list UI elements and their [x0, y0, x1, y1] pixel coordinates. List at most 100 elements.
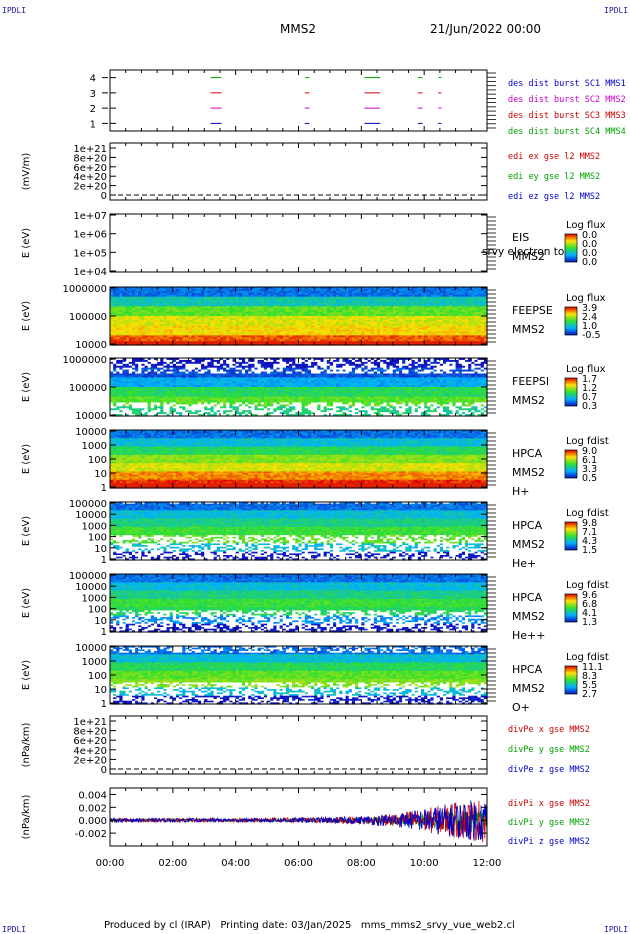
panel-frame-2 — [110, 214, 487, 272]
x-tick-label: 10:00 — [410, 858, 439, 869]
y-axis-label: (nPa/km) — [21, 723, 32, 768]
y-tick-label: 10000 — [75, 340, 107, 351]
panel-frame-9 — [110, 716, 487, 774]
panel-frame-0 — [110, 70, 487, 131]
y-tick-label: 10000 — [75, 643, 107, 654]
y-tick-label: 1 — [101, 483, 107, 494]
panel-label: MMS2 — [512, 682, 545, 695]
y-tick-label: 100000 — [69, 571, 107, 582]
colorbar-tick-label: -0.5 — [582, 330, 601, 341]
legend-entry: edi ey gse l2 MMS2 — [508, 172, 600, 182]
y-tick-label: 10 — [94, 616, 107, 627]
colorbar-tick-label: 0.3 — [582, 401, 597, 412]
y-axis-label: E (eV) — [21, 444, 32, 474]
panel-label: O+ — [512, 701, 530, 714]
panel-label: MMS2 — [512, 466, 545, 479]
legend-entry: divPi x gse MMS2 — [508, 799, 590, 809]
colorbar-tick-label: 0.0 — [582, 257, 597, 268]
colorbar — [565, 234, 577, 262]
y-axis-label: E (eV) — [21, 660, 32, 690]
panel-label: He+ — [512, 557, 536, 570]
panel-frame-1 — [110, 143, 487, 200]
y-tick-label: 1000 — [82, 657, 107, 668]
y-tick-label: -0.002 — [75, 829, 107, 840]
spectrogram-hpca-hepp — [110, 574, 488, 633]
y-axis-label: (mV/m) — [21, 153, 32, 191]
y-tick-label: 1000 — [82, 441, 107, 452]
y-tick-label: 100 — [88, 671, 107, 682]
legend-entry: divPe y gse MMS2 — [508, 745, 590, 755]
y-tick-label: 1e+06 — [73, 230, 107, 241]
y-tick-label: 0.004 — [78, 790, 107, 801]
colorbar — [565, 594, 577, 622]
colorbar-tick-label: 1.5 — [582, 545, 597, 556]
y-tick-label: 1000 — [82, 521, 107, 532]
legend-entry: des dist burst SC1 MMS1 — [508, 79, 626, 89]
y-tick-label: 100 — [88, 605, 107, 616]
y-tick-label: 10000 — [75, 582, 107, 593]
legend-entry: edi ex gse l2 MMS2 — [508, 152, 600, 162]
y-tick-label: 10000 — [75, 427, 107, 438]
legend-entry: divPe x gse MMS2 — [508, 725, 590, 735]
panel-label: FEEPSE — [512, 304, 553, 317]
panel-label: HPCA — [512, 519, 543, 532]
y-axis-label: E (eV) — [21, 372, 32, 402]
y-tick-label: 1000 — [82, 593, 107, 604]
panel-label: He++ — [512, 629, 545, 642]
spectrogram-feepsi — [110, 358, 488, 417]
spectrogram-hpca-he — [110, 502, 488, 561]
x-tick-label: 12:00 — [473, 858, 502, 869]
colorbar-tick-label: 1.3 — [582, 617, 597, 628]
y-axis-label: E (eV) — [21, 228, 32, 258]
colorbar — [565, 522, 577, 550]
spectrogram-feepse — [110, 287, 488, 346]
panel-label: MMS2 — [512, 394, 545, 407]
colorbar — [565, 666, 577, 694]
panel-label: MMS2 — [512, 610, 545, 623]
y-tick-label: 3 — [90, 89, 96, 100]
y-tick-label: 1000000 — [62, 355, 107, 366]
y-tick-label: 100 — [88, 533, 107, 544]
y-axis-label: E (eV) — [21, 301, 32, 331]
y-tick-label: 1000000 — [62, 284, 107, 295]
y-tick-label: 10 — [94, 469, 107, 480]
legend-entry: divPi y gse MMS2 — [508, 818, 590, 828]
panel-label: H+ — [512, 485, 530, 498]
y-tick-label: 100 — [88, 455, 107, 466]
y-tick-label: 1 — [101, 699, 107, 710]
spectrogram-hpca-h — [110, 430, 488, 489]
legend-entry: edi ez gse l2 MMS2 — [508, 192, 600, 202]
y-tick-label: 100000 — [69, 499, 107, 510]
legend-entry: divPi z gse MMS2 — [508, 837, 590, 847]
y-tick-label: 0.002 — [78, 803, 107, 814]
spectrogram-hpca-o — [110, 646, 488, 705]
y-axis-label: E (eV) — [21, 516, 32, 546]
panel-label: MMS2 — [512, 538, 545, 551]
y-tick-label: 1e+07 — [73, 211, 107, 222]
colorbar-tick-label: 2.7 — [582, 689, 597, 700]
x-tick-label: 00:00 — [96, 858, 125, 869]
panel-label: MMS2 — [512, 323, 545, 336]
y-tick-label: 1 — [101, 627, 107, 638]
panel-label: FEEPSI — [512, 375, 549, 388]
panel-label: HPCA — [512, 447, 543, 460]
y-tick-label: 2 — [90, 104, 96, 115]
y-axis-label: E (eV) — [21, 588, 32, 618]
legend-entry: divPe z gse MMS2 — [508, 765, 590, 775]
x-tick-label: 06:00 — [284, 858, 313, 869]
y-tick-label: 0 — [101, 191, 107, 202]
legend-entry: des dist burst SC4 MMS4 — [508, 127, 626, 137]
legend-entry: des dist burst SC3 MMS3 — [508, 111, 626, 121]
y-tick-label: 10 — [94, 544, 107, 555]
y-tick-label: 0 — [101, 765, 107, 776]
x-tick-label: 08:00 — [347, 858, 376, 869]
y-tick-label: 1 — [90, 119, 96, 130]
panel-label: HPCA — [512, 591, 543, 604]
panel-label: EIS — [512, 231, 529, 244]
y-tick-label: 1 — [101, 555, 107, 566]
panel-label: HPCA — [512, 663, 543, 676]
y-tick-label: 1e+04 — [73, 267, 107, 278]
x-tick-label: 02:00 — [158, 858, 187, 869]
y-tick-label: 4 — [90, 74, 96, 85]
